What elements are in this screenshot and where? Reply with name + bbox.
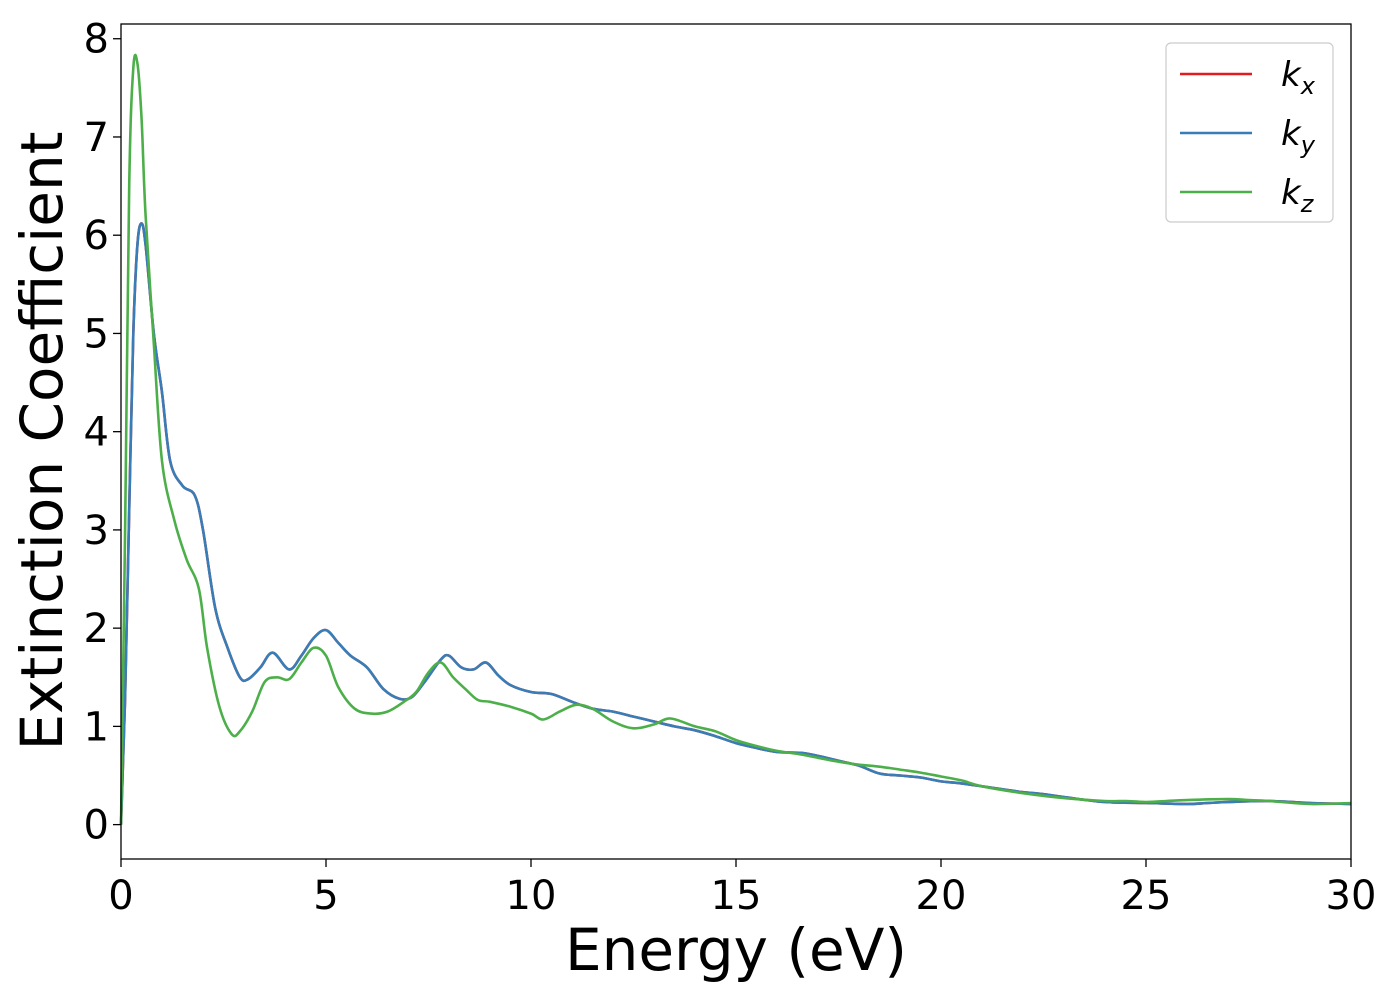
y-tick-label: 6 bbox=[84, 213, 109, 259]
x-tick-label: 10 bbox=[506, 873, 557, 919]
y-tick-label: 3 bbox=[84, 508, 109, 554]
y-tick-label: 4 bbox=[84, 410, 109, 456]
series-line-kx bbox=[119, 222, 1352, 825]
x-tick-label: 30 bbox=[1326, 873, 1377, 919]
x-tick-label: 25 bbox=[1121, 873, 1172, 919]
series-layer bbox=[119, 53, 1352, 825]
ticks-layer: 0 5 10 15 20 25 30 0 1 2 3 4 5 6 7 8 bbox=[84, 17, 1377, 919]
y-tick-label: 7 bbox=[84, 115, 109, 161]
y-tick-label: 5 bbox=[84, 311, 109, 357]
series-line-kz bbox=[119, 53, 1352, 825]
x-tick-label: 0 bbox=[108, 873, 133, 919]
y-tick-label: 0 bbox=[84, 803, 109, 849]
x-tick-label: 20 bbox=[916, 873, 967, 919]
legend-label-ky: ky bbox=[1281, 114, 1316, 159]
x-tick-label: 15 bbox=[711, 873, 762, 919]
y-tick-label: 8 bbox=[84, 17, 109, 63]
x-axis-label: Energy (eV) bbox=[565, 916, 907, 984]
y-tick-label: 2 bbox=[84, 606, 109, 652]
y-tick-label: 1 bbox=[84, 704, 109, 750]
series-line-ky bbox=[119, 222, 1352, 825]
y-axis-label: Extinction Coefficient bbox=[8, 132, 76, 751]
x-tick-label: 5 bbox=[313, 873, 338, 919]
